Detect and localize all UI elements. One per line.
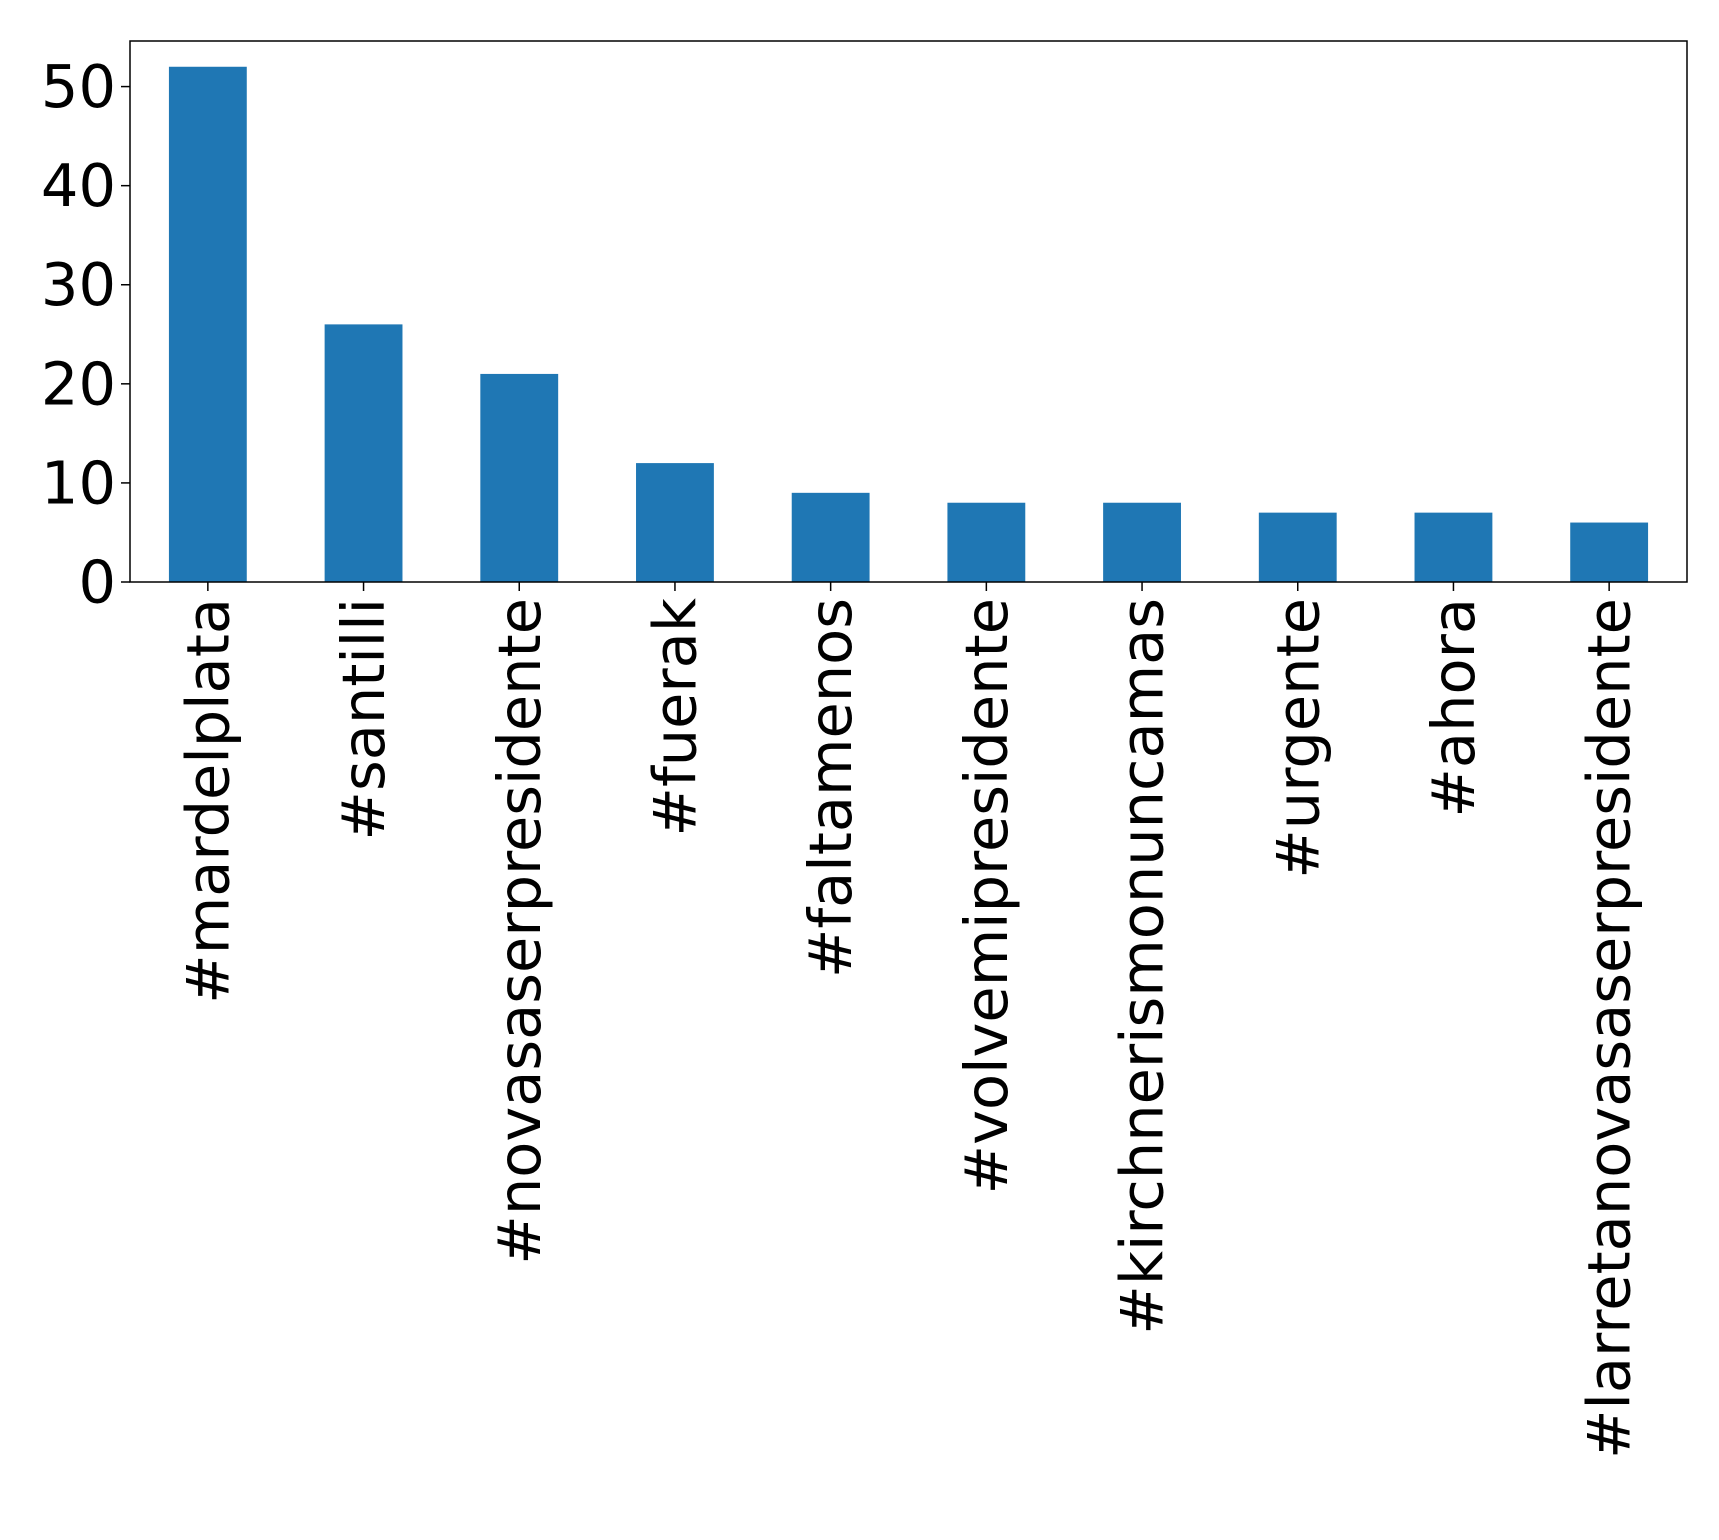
plot-frame	[129, 40, 1688, 583]
x-tick-label-5: #volvemipresidente	[952, 598, 1021, 1194]
bar-9	[1570, 522, 1649, 582]
y-tick-label-3: 30	[41, 250, 116, 319]
x-tick-label-3: #fuerak	[640, 598, 709, 836]
bar-0	[168, 66, 247, 582]
bar-7	[1258, 512, 1337, 582]
x-tick-label-6: #kirchnerismonuncamas	[1108, 598, 1177, 1335]
bar-8	[1414, 512, 1493, 582]
bar-3	[636, 463, 714, 582]
x-axis: #mardelplata #santilli #novasaserpresident…	[173, 582, 1644, 1459]
bar-4	[791, 492, 870, 582]
x-tick-label-0: #mardelplata	[173, 598, 242, 1004]
y-tick-label-0: 0	[78, 548, 116, 617]
y-tick-label-5: 50	[41, 52, 116, 121]
y-axis: 0 10 20 30 40 50	[41, 52, 130, 617]
bars-layer	[168, 66, 1649, 582]
x-tick-label-8: #ahora	[1419, 598, 1488, 818]
bar-6	[1103, 502, 1181, 582]
x-tick-label-9: #larretanovasaserpresidente	[1575, 598, 1644, 1459]
x-tick-label-4: #faltamenos	[796, 598, 865, 978]
bar-2	[480, 373, 559, 582]
y-tick-label-4: 40	[41, 151, 116, 220]
y-tick-label-1: 10	[41, 448, 116, 517]
bar-1	[324, 324, 403, 582]
x-tick-label-2: #novasaserpresidente	[485, 598, 554, 1265]
x-tick-label-1: #santilli	[329, 598, 398, 840]
bar-5	[947, 502, 1026, 582]
y-tick-label-2: 20	[41, 349, 116, 418]
x-tick-label-7: #urgente	[1263, 598, 1332, 879]
